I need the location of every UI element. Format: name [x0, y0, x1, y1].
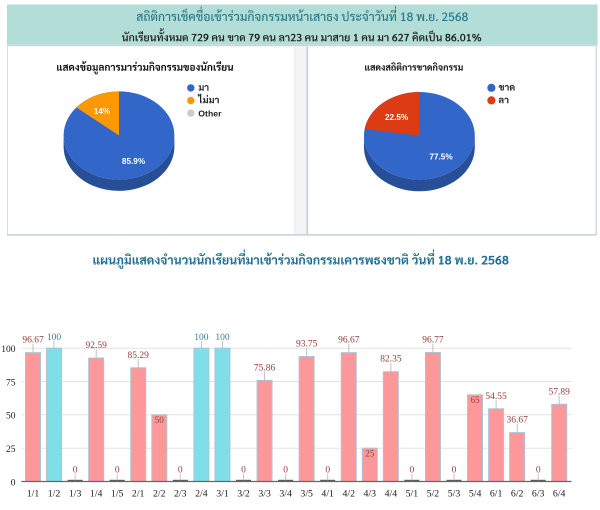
svg-text:96.67: 96.67	[22, 336, 44, 346]
svg-text:0: 0	[536, 466, 541, 476]
svg-text:2/4: 2/4	[195, 489, 208, 500]
svg-text:0: 0	[73, 466, 78, 476]
svg-text:25: 25	[365, 448, 375, 458]
svg-text:5/3: 5/3	[448, 489, 461, 500]
svg-text:3/3: 3/3	[258, 489, 271, 500]
svg-text:3/4: 3/4	[279, 489, 292, 500]
svg-text:0: 0	[325, 466, 330, 476]
svg-text:25: 25	[6, 445, 16, 455]
svg-text:1/1: 1/1	[27, 489, 40, 500]
svg-text:0: 0	[241, 466, 246, 476]
svg-text:Other: Other	[198, 108, 222, 118]
svg-text:3/5: 3/5	[300, 489, 313, 500]
svg-text:3/1: 3/1	[216, 489, 229, 500]
svg-text:75.86: 75.86	[254, 363, 276, 373]
svg-text:6/1: 6/1	[490, 489, 503, 500]
svg-text:3/2: 3/2	[237, 489, 250, 500]
svg-text:65: 65	[471, 395, 481, 405]
svg-text:100: 100	[1, 345, 16, 355]
svg-text:0: 0	[410, 466, 415, 476]
svg-text:75: 75	[6, 378, 16, 388]
svg-text:4/2: 4/2	[343, 489, 356, 500]
svg-text:92.59: 92.59	[86, 341, 108, 351]
svg-text:0: 0	[178, 466, 183, 476]
svg-text:14%: 14%	[94, 107, 111, 116]
svg-text:4/4: 4/4	[385, 489, 398, 500]
svg-text:77.5%: 77.5%	[429, 153, 453, 162]
svg-text:93.75: 93.75	[296, 340, 318, 350]
svg-text:82.35: 82.35	[380, 355, 402, 365]
svg-text:85.9%: 85.9%	[122, 157, 146, 166]
svg-text:1/2: 1/2	[48, 489, 61, 500]
svg-text:96.67: 96.67	[338, 336, 360, 346]
svg-text:50: 50	[155, 415, 165, 425]
svg-text:5/1: 5/1	[406, 489, 419, 500]
svg-text:100: 100	[47, 333, 62, 343]
svg-text:5/4: 5/4	[469, 489, 482, 500]
svg-text:6/4: 6/4	[553, 489, 566, 500]
svg-text:96.77: 96.77	[422, 336, 444, 346]
svg-text:50: 50	[6, 412, 16, 422]
svg-text:1/4: 1/4	[90, 489, 103, 500]
svg-text:6/2: 6/2	[511, 489, 524, 500]
svg-text:54.55: 54.55	[485, 392, 507, 402]
svg-text:0: 0	[11, 478, 16, 488]
svg-text:2/2: 2/2	[153, 489, 166, 500]
svg-text:0: 0	[452, 466, 457, 476]
svg-text:85.29: 85.29	[128, 351, 150, 361]
svg-text:0: 0	[283, 466, 288, 476]
svg-text:5/2: 5/2	[427, 489, 440, 500]
svg-text:4/1: 4/1	[321, 489, 334, 500]
svg-text:57.89: 57.89	[549, 387, 571, 397]
svg-text:100: 100	[215, 333, 230, 343]
svg-text:36.67: 36.67	[507, 416, 529, 426]
svg-text:6/3: 6/3	[532, 489, 545, 500]
svg-text:1/5: 1/5	[111, 489, 124, 500]
svg-text:2/1: 2/1	[132, 489, 145, 500]
svg-text:22.5%: 22.5%	[385, 113, 409, 122]
svg-text:100: 100	[194, 333, 209, 343]
svg-text:2/3: 2/3	[174, 489, 187, 500]
svg-text:0: 0	[115, 466, 120, 476]
svg-text:4/3: 4/3	[364, 489, 377, 500]
svg-text:1/3: 1/3	[69, 489, 82, 500]
